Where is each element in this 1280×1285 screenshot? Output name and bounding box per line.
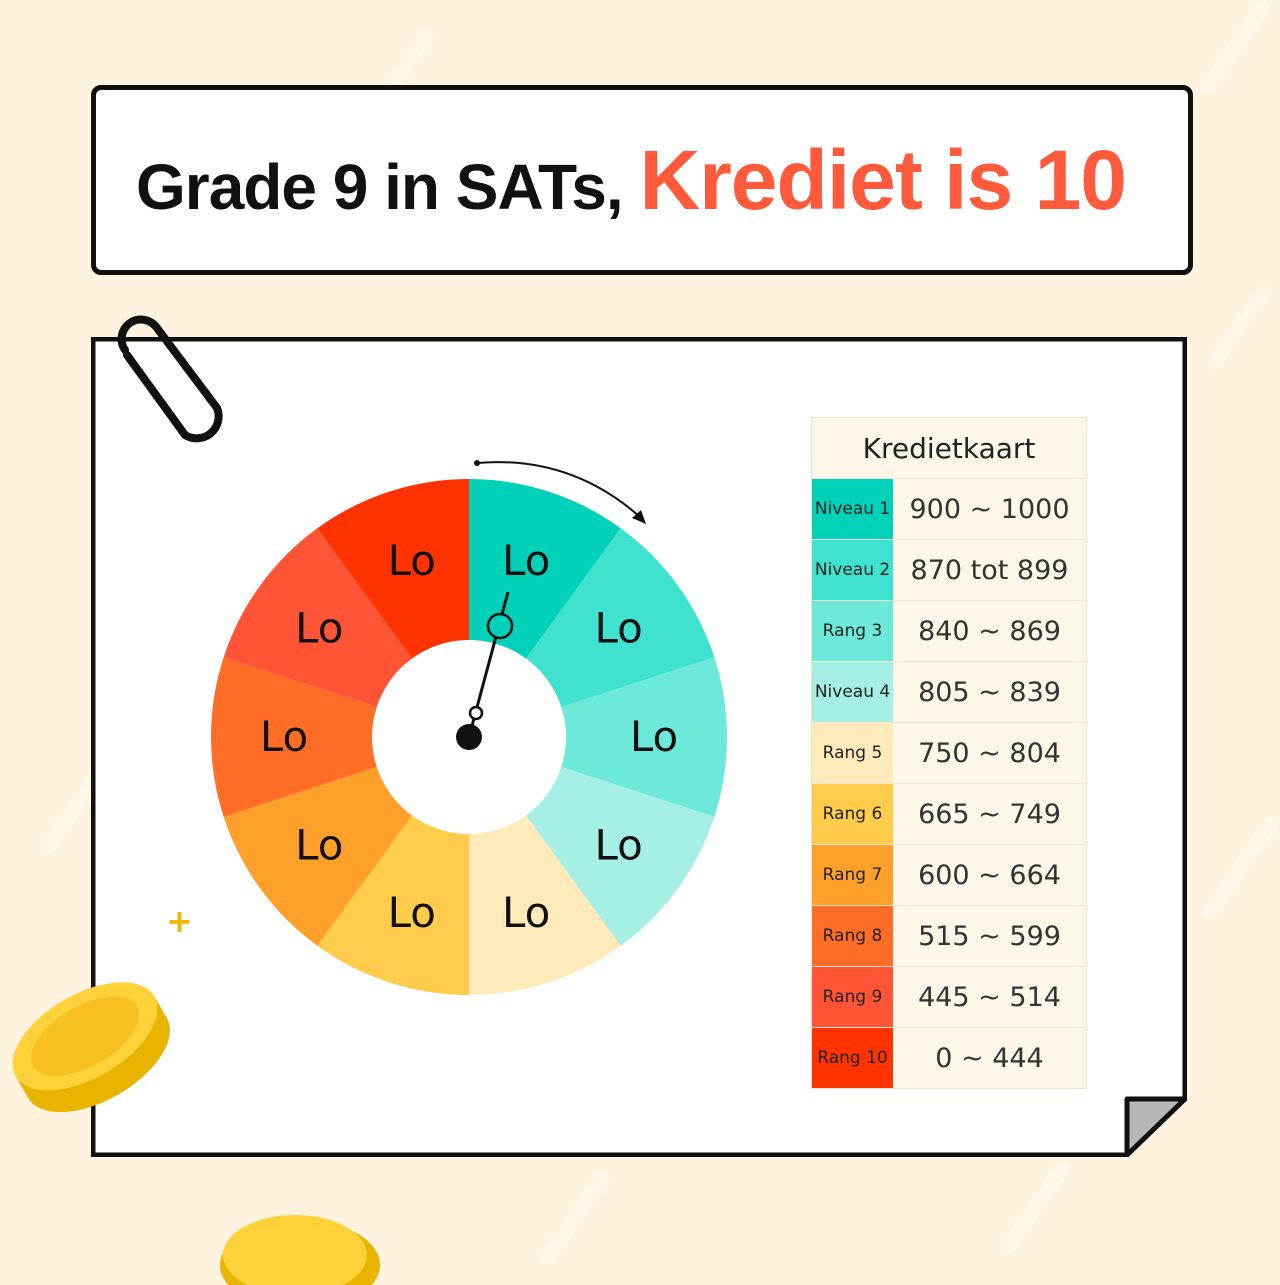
level-cell: Niveau 1	[812, 479, 893, 539]
range-cell: 870 tot 899	[910, 554, 1069, 586]
range-cell: 445 ~ 514	[918, 981, 1061, 1013]
wheel-segment	[211, 657, 469, 817]
table-row: Niveau 1 900 ~ 1000	[812, 479, 1086, 540]
title-prefix: Grade 9 in SATs,	[136, 150, 624, 223]
wheel-segment-label: Lo	[388, 536, 436, 585]
coin-icon	[12, 982, 170, 1113]
range-cell: 600 ~ 664	[918, 859, 1061, 891]
level-cell: Rang 8	[812, 906, 893, 966]
clockwise-arrow-icon	[474, 460, 646, 524]
wheel-segment	[469, 657, 727, 817]
level-cell: Rang 10	[812, 1028, 893, 1088]
table-row: Rang 5 750 ~ 804	[812, 723, 1086, 784]
wheel-segment-label: Lo	[594, 821, 642, 870]
wheel-segment-label: Lo	[295, 603, 343, 652]
wheel-segment-label: Lo	[630, 712, 678, 761]
level-cell: Niveau 2	[812, 540, 893, 600]
sparkle-plus-icon: +	[166, 902, 193, 940]
range-cell: 900 ~ 1000	[909, 493, 1070, 525]
coin-icon	[220, 1215, 380, 1285]
level-cell: Rang 6	[812, 784, 893, 844]
wheel-segment-label: Lo	[594, 603, 642, 652]
level-cell: Rang 7	[812, 845, 893, 905]
level-cell: Rang 5	[812, 723, 893, 783]
range-cell: 515 ~ 599	[918, 920, 1061, 952]
wheel-segment-label: Lo	[388, 888, 436, 937]
table-title: Kredietkaart	[812, 418, 1086, 479]
table-row: Niveau 4 805 ~ 839	[812, 662, 1086, 723]
level-cell: Rang 9	[812, 967, 893, 1027]
table-row: Niveau 2 870 tot 899	[812, 540, 1086, 601]
wheel-segment-label: Lo	[295, 821, 343, 870]
range-cell: 0 ~ 444	[935, 1042, 1044, 1074]
range-cell: 750 ~ 804	[918, 737, 1061, 769]
range-cell: 840 ~ 869	[918, 615, 1061, 647]
table-row: Rang 8 515 ~ 599	[812, 906, 1086, 967]
table-row: Rang 10 0 ~ 444	[812, 1028, 1086, 1088]
table-row: Rang 7 600 ~ 664	[812, 845, 1086, 906]
folded-corner	[1124, 1096, 1187, 1157]
wheel-segment-label: Lo	[502, 536, 550, 585]
wheel-segment-label: Lo	[260, 712, 308, 761]
range-cell: 805 ~ 839	[918, 676, 1061, 708]
level-cell: Rang 3	[812, 601, 893, 661]
table-row: Rang 6 665 ~ 749	[812, 784, 1086, 845]
page-title: Grade 9 in SATs, Krediet is 10	[136, 132, 1127, 229]
level-cell: Niveau 4	[812, 662, 893, 722]
range-cell: 665 ~ 749	[918, 798, 1061, 830]
credit-table: Kredietkaart Niveau 1 900 ~ 1000 Niveau 2 8…	[811, 417, 1087, 1089]
table-row: Rang 3 840 ~ 869	[812, 601, 1086, 662]
title-highlight: Krediet is 10	[639, 132, 1127, 227]
table-row: Rang 9 445 ~ 514	[812, 967, 1086, 1028]
title-banner: Grade 9 in SATs, Krediet is 10	[91, 85, 1193, 275]
paperclip-icon	[117, 315, 223, 443]
wheel-segment-label: Lo	[502, 888, 550, 937]
wheel-needle	[456, 591, 514, 750]
